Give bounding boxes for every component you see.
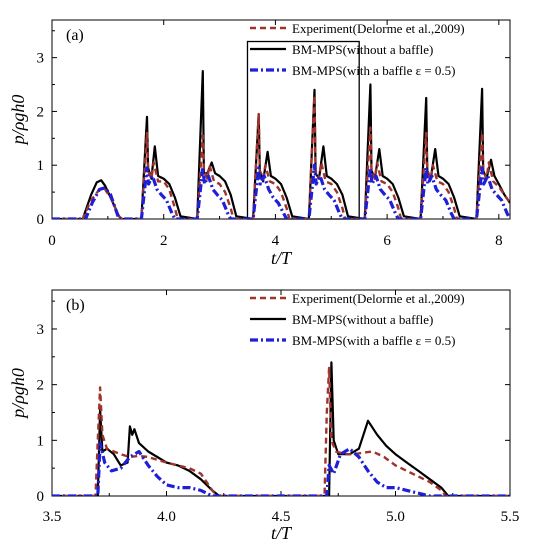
- x-tick-label: 0: [48, 233, 56, 249]
- x-tick-label: 3.5: [43, 509, 62, 525]
- legend-label-0: Experiment(Delorme et al.,2009): [292, 21, 465, 36]
- y-tick-label: 1: [37, 433, 45, 449]
- panel-b: 0 1 2 3 3.5 4.0 4.5 5.0 5.5 t/T p/ρgh0 (b) Experimen…: [8, 289, 520, 543]
- panel-label: (a): [66, 27, 84, 44]
- x-axis-label: t/T: [271, 523, 293, 543]
- y-tick-label: 2: [37, 104, 45, 120]
- series-line-1: [52, 361, 510, 496]
- series-line-0: [52, 366, 510, 496]
- series-line-0: [52, 94, 510, 219]
- x-tick-label: 2: [160, 233, 168, 249]
- legend-label-1: BM-MPS(without a baffle): [292, 42, 433, 57]
- x-tick-label: 5.5: [501, 509, 520, 525]
- y-tick-label: 3: [37, 322, 45, 338]
- y-tick-label: 0: [37, 212, 45, 228]
- y-axis-label: p/ρgh0: [8, 95, 28, 147]
- series-line-2: [52, 441, 510, 496]
- y-tick-label: 0: [37, 489, 45, 505]
- x-tick-label: 6: [383, 233, 391, 249]
- y-tick-label: 2: [37, 378, 45, 394]
- x-tick-label: 4: [272, 233, 280, 249]
- series-line-1: [52, 69, 510, 219]
- x-axis-label: t/T: [271, 248, 293, 268]
- x-tick-label: 4.0: [157, 509, 176, 525]
- series-line-2: [52, 163, 510, 219]
- x-tick-label: 5.0: [386, 509, 405, 525]
- y-tick-label: 1: [37, 158, 45, 174]
- legend-label-2: BM-MPS(with a baffle ε = 0.5): [292, 333, 455, 348]
- panel-label: (b): [66, 297, 85, 314]
- legend-label-2: BM-MPS(with a baffle ε = 0.5): [292, 63, 455, 78]
- legend-label-1: BM-MPS(without a baffle): [292, 312, 433, 327]
- x-tick-label: 4.5: [272, 509, 291, 525]
- y-axis-label: p/ρgh0: [8, 368, 28, 420]
- legend-label-0: Experiment(Delorme et al.,2009): [292, 291, 465, 306]
- x-tick-label: 8: [495, 233, 503, 249]
- y-tick-label: 3: [37, 51, 45, 67]
- panel-a: 0 1 2 3 0 2 4 6 8 t/T p/ρgh0 (a) Experiment(Delorme …: [8, 19, 511, 268]
